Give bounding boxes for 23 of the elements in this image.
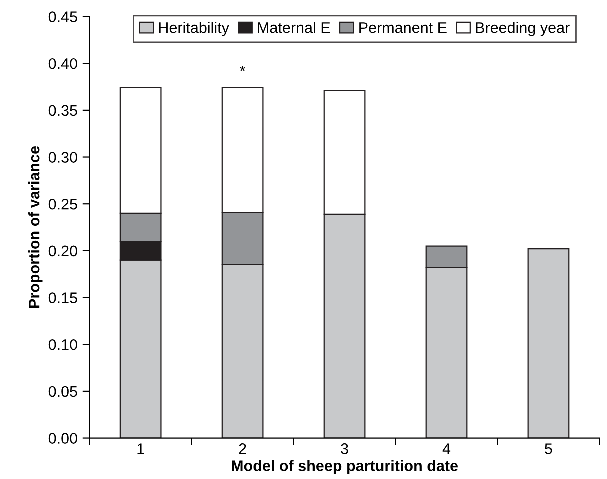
legend-label: Permanent E: [360, 22, 447, 34]
x-tick-label: 4: [442, 444, 451, 454]
y-tick-label: 0.05: [48, 386, 78, 398]
x-tick-label: 3: [341, 444, 348, 454]
x-axis-title: Model of sheep parturition date: [232, 460, 458, 474]
legend-label: Heritability: [159, 22, 230, 36]
bar: [528, 248, 570, 438]
annotation: *: [240, 66, 246, 72]
legend-label: Maternal E: [258, 22, 330, 34]
x-tick-label: 1: [138, 444, 144, 454]
y-tick-label: 0.45: [48, 12, 78, 22]
y-axis-title: Proportion of variance: [28, 146, 43, 308]
x-tick-label: 5: [545, 444, 552, 454]
legend-label: Breeding year: [476, 22, 570, 36]
y-tick-label: 0.25: [48, 198, 78, 210]
y-tick-label: 0.20: [48, 246, 78, 257]
x-tick-label: 2: [239, 444, 246, 454]
y-tick-label: 0.15: [48, 292, 78, 304]
y-tick-label: 0.35: [48, 105, 78, 116]
y-tick-label: 0.40: [48, 58, 78, 70]
y-tick-label: 0.10: [48, 339, 78, 350]
y-tick-label: 0.30: [48, 152, 78, 163]
y-tick-label: 0.00: [48, 433, 78, 444]
